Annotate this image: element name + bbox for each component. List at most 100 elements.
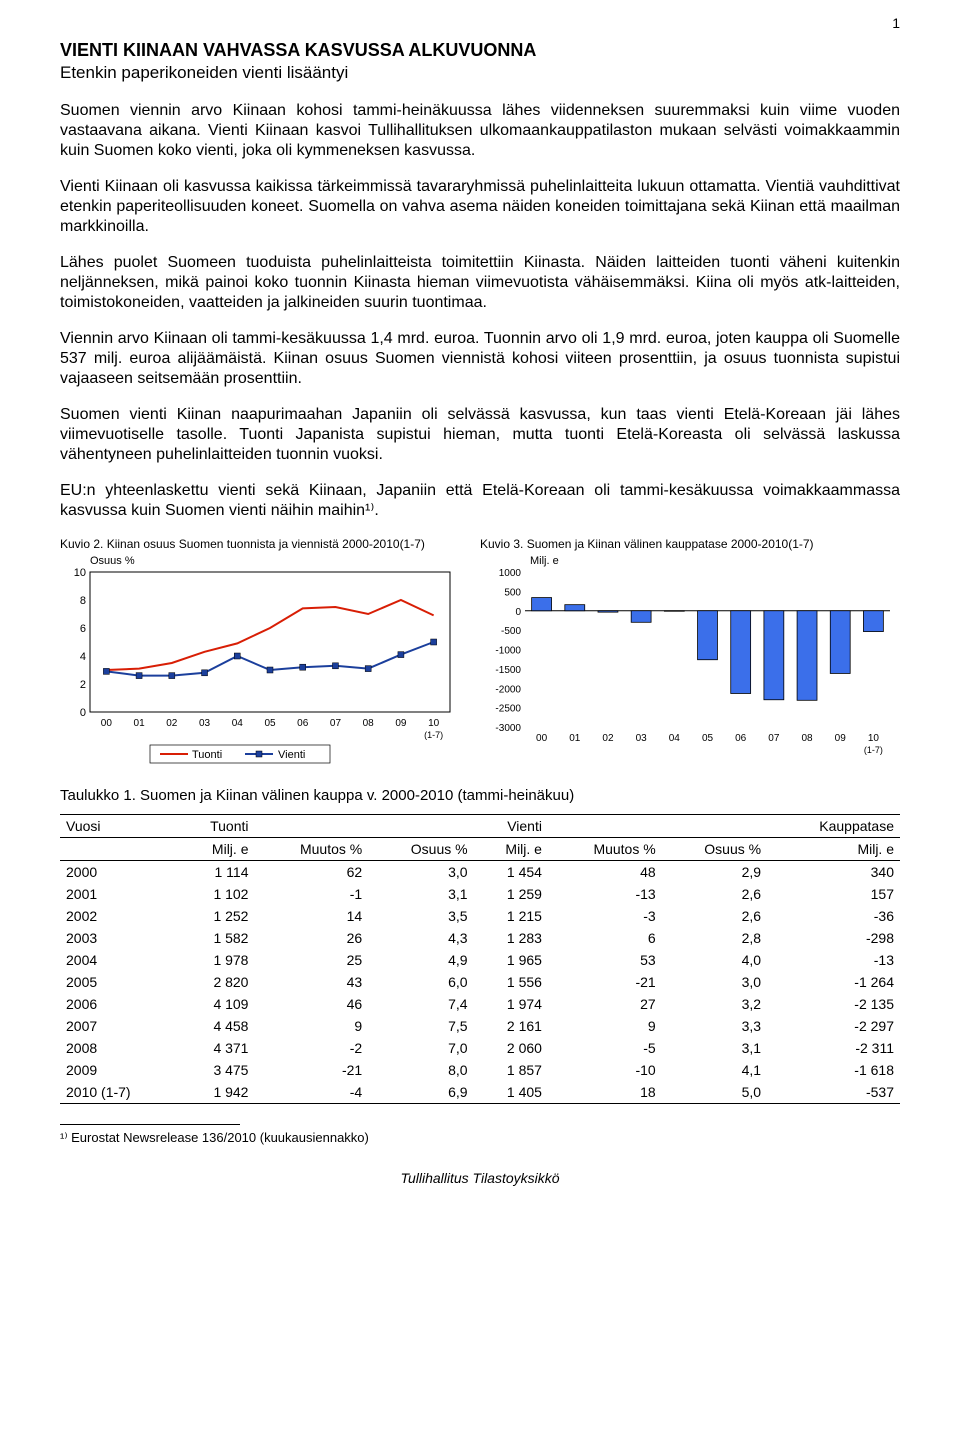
table-cell: 4,3	[368, 927, 473, 949]
th-milj: Milj. e	[767, 838, 900, 861]
table-cell: 1 405	[474, 1081, 548, 1104]
table-cell: 3 475	[177, 1059, 254, 1081]
svg-text:07: 07	[330, 718, 342, 729]
chart-2-svg: 02468100001020304050607080910(1-7)Tuonti…	[60, 567, 460, 767]
th-milj: Milj. e	[474, 838, 548, 861]
table-cell: 2002	[60, 905, 177, 927]
paragraph: EU:n yhteenlaskettu vienti sekä Kiinaan,…	[60, 481, 900, 521]
table-cell: 2004	[60, 949, 177, 971]
svg-text:07: 07	[768, 733, 780, 744]
table-cell: 1 978	[177, 949, 254, 971]
table-caption: Taulukko 1. Suomen ja Kiinan välinen kau…	[60, 787, 900, 804]
table-cell: 1 556	[474, 971, 548, 993]
svg-text:03: 03	[199, 718, 211, 729]
svg-text:00: 00	[101, 718, 113, 729]
svg-text:05: 05	[702, 733, 714, 744]
table-cell: 18	[548, 1081, 662, 1104]
table-cell: 1 974	[474, 993, 548, 1015]
table-cell: 4,9	[368, 949, 473, 971]
table-cell: 157	[767, 883, 900, 905]
table-cell: -2 297	[767, 1015, 900, 1037]
table-cell: 3,0	[662, 971, 767, 993]
page-number: 1	[892, 15, 900, 31]
table-cell: 2010 (1-7)	[60, 1081, 177, 1104]
paragraph: Viennin arvo Kiinaan oli tammi-kesäkuuss…	[60, 329, 900, 389]
th-milj: Milj. e	[177, 838, 254, 861]
table-cell: 3,5	[368, 905, 473, 927]
svg-text:01: 01	[134, 718, 146, 729]
th-osuus: Osuus %	[662, 838, 767, 861]
svg-text:1000: 1000	[499, 568, 522, 579]
table-cell: 7,4	[368, 993, 473, 1015]
table-cell: -13	[767, 949, 900, 971]
table-row: 20031 582264,31 28362,8-298	[60, 927, 900, 949]
table-cell: 1 252	[177, 905, 254, 927]
svg-text:6: 6	[80, 623, 86, 635]
table-cell: -2 135	[767, 993, 900, 1015]
table-row: 20021 252143,51 215-32,6-36	[60, 905, 900, 927]
svg-text:01: 01	[569, 733, 581, 744]
table-cell: 5,0	[662, 1081, 767, 1104]
table-cell: 1 102	[177, 883, 254, 905]
svg-text:05: 05	[264, 718, 276, 729]
svg-text:08: 08	[363, 718, 375, 729]
table-row: 20093 475-218,01 857-104,1-1 618	[60, 1059, 900, 1081]
table-cell: -21	[254, 1059, 368, 1081]
svg-text:-1000: -1000	[495, 646, 521, 657]
svg-text:4: 4	[80, 651, 86, 663]
svg-text:0: 0	[515, 607, 521, 618]
svg-text:02: 02	[166, 718, 178, 729]
table-cell: -1 618	[767, 1059, 900, 1081]
table-row: 20064 109467,41 974273,2-2 135	[60, 993, 900, 1015]
table-cell: 2,6	[662, 905, 767, 927]
svg-text:Vienti: Vienti	[278, 749, 305, 761]
table-cell: -13	[548, 883, 662, 905]
table-cell: 14	[254, 905, 368, 927]
table-cell: 4,1	[662, 1059, 767, 1081]
svg-text:09: 09	[835, 733, 847, 744]
svg-text:04: 04	[232, 718, 244, 729]
table-cell: -1 264	[767, 971, 900, 993]
svg-text:-1500: -1500	[495, 665, 521, 676]
table-cell: 2,9	[662, 861, 767, 884]
table-cell: 2008	[60, 1037, 177, 1059]
chart-3-svg: -3000-2500-2000-1500-1000-50005001000000…	[480, 567, 900, 767]
table-cell: 43	[254, 971, 368, 993]
table-cell: 3,3	[662, 1015, 767, 1037]
page-subtitle: Etenkin paperikoneiden vienti lisääntyi	[60, 63, 900, 83]
table-cell: -2	[254, 1037, 368, 1059]
table-cell: 1 942	[177, 1081, 254, 1104]
footer: Tullihallitus Tilastoyksikkö	[60, 1170, 900, 1186]
table-row: 20084 371-27,02 060-53,1-2 311	[60, 1037, 900, 1059]
table-cell: 1 215	[474, 905, 548, 927]
th-vuosi: Vuosi	[60, 815, 177, 838]
th-osuus: Osuus %	[368, 838, 473, 861]
table-cell: -3	[548, 905, 662, 927]
paragraph: Vienti Kiinaan oli kasvussa kaikissa tär…	[60, 177, 900, 237]
table-cell: 1 114	[177, 861, 254, 884]
svg-text:10: 10	[868, 733, 880, 744]
table-cell: -2 311	[767, 1037, 900, 1059]
table-cell: 62	[254, 861, 368, 884]
table-cell: 2 060	[474, 1037, 548, 1059]
table-row: 20011 102-13,11 259-132,6157	[60, 883, 900, 905]
footnote-rule	[60, 1124, 240, 1128]
svg-text:03: 03	[636, 733, 648, 744]
table-cell: -10	[548, 1059, 662, 1081]
svg-text:10: 10	[74, 567, 86, 579]
table-cell: 9	[254, 1015, 368, 1037]
svg-text:06: 06	[735, 733, 747, 744]
table-row: 20074 45897,52 16193,3-2 297	[60, 1015, 900, 1037]
table-cell: 27	[548, 993, 662, 1015]
th-muutos: Muutos %	[548, 838, 662, 861]
chart-3-ylabel: Milj. e	[530, 555, 900, 567]
paragraph: Lähes puolet Suomeen tuoduista puhelinla…	[60, 253, 900, 313]
table-cell: -1	[254, 883, 368, 905]
svg-text:-3000: -3000	[495, 723, 521, 734]
table-cell: 6,9	[368, 1081, 473, 1104]
table-cell: 2007	[60, 1015, 177, 1037]
table-cell: 2005	[60, 971, 177, 993]
table-cell: -537	[767, 1081, 900, 1104]
table-cell: 2003	[60, 927, 177, 949]
th-vienti: Vienti	[474, 815, 548, 838]
